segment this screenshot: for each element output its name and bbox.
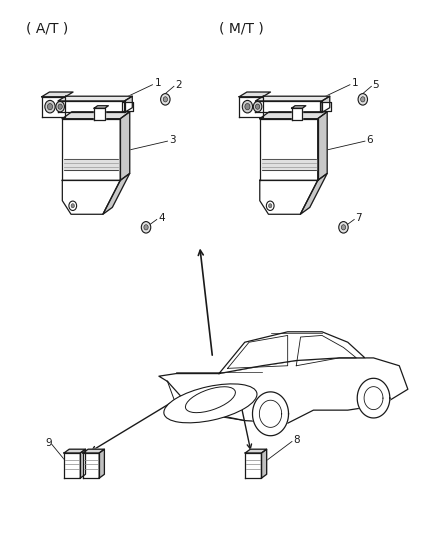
Polygon shape — [259, 400, 282, 427]
Circle shape — [339, 222, 348, 233]
Polygon shape — [260, 119, 318, 180]
Polygon shape — [255, 96, 330, 101]
Circle shape — [268, 204, 272, 208]
Text: ( M/T ): ( M/T ) — [219, 22, 264, 36]
Circle shape — [341, 225, 346, 230]
Circle shape — [71, 204, 74, 208]
Polygon shape — [64, 449, 85, 453]
Polygon shape — [252, 392, 289, 436]
Polygon shape — [62, 119, 120, 180]
Polygon shape — [94, 108, 105, 120]
Text: 3: 3 — [169, 135, 175, 145]
Text: 1: 1 — [155, 78, 161, 88]
Polygon shape — [120, 112, 130, 180]
Polygon shape — [62, 180, 120, 214]
Circle shape — [69, 201, 77, 211]
Polygon shape — [320, 102, 331, 111]
Text: 7: 7 — [356, 213, 362, 223]
Polygon shape — [58, 96, 132, 101]
Circle shape — [144, 225, 148, 230]
Text: 6: 6 — [366, 135, 373, 145]
Polygon shape — [260, 112, 327, 119]
Polygon shape — [159, 358, 408, 423]
Circle shape — [47, 103, 53, 110]
Polygon shape — [80, 449, 85, 478]
Circle shape — [360, 97, 365, 102]
Text: 1: 1 — [352, 78, 359, 88]
Polygon shape — [122, 102, 133, 111]
Circle shape — [358, 94, 367, 105]
Text: 5: 5 — [373, 80, 379, 90]
Polygon shape — [260, 180, 318, 214]
Polygon shape — [292, 106, 306, 108]
Polygon shape — [62, 112, 130, 119]
Polygon shape — [124, 96, 132, 112]
Polygon shape — [292, 108, 302, 120]
Circle shape — [255, 104, 260, 109]
Polygon shape — [64, 453, 80, 478]
Circle shape — [253, 101, 262, 112]
Polygon shape — [245, 449, 267, 453]
Polygon shape — [94, 106, 108, 108]
Circle shape — [245, 103, 250, 110]
Text: 9: 9 — [45, 438, 52, 448]
Polygon shape — [318, 112, 327, 180]
Polygon shape — [239, 97, 263, 117]
Ellipse shape — [164, 384, 257, 423]
Text: ( A/T ): ( A/T ) — [26, 22, 68, 36]
Polygon shape — [83, 453, 99, 478]
Polygon shape — [262, 159, 315, 170]
Circle shape — [266, 201, 274, 211]
Circle shape — [141, 222, 151, 233]
Polygon shape — [255, 101, 322, 112]
Polygon shape — [245, 453, 261, 478]
Polygon shape — [103, 173, 130, 214]
Polygon shape — [58, 101, 124, 112]
Polygon shape — [300, 173, 327, 214]
Polygon shape — [261, 449, 267, 478]
Polygon shape — [99, 449, 104, 478]
Polygon shape — [64, 159, 118, 170]
Circle shape — [56, 101, 64, 112]
Circle shape — [163, 97, 167, 102]
Polygon shape — [83, 449, 104, 453]
Polygon shape — [42, 97, 65, 117]
Circle shape — [58, 104, 62, 109]
Circle shape — [161, 94, 170, 105]
Polygon shape — [219, 332, 365, 374]
Text: 4: 4 — [158, 213, 165, 223]
Ellipse shape — [185, 387, 235, 413]
Polygon shape — [42, 92, 73, 97]
Circle shape — [45, 100, 55, 113]
Polygon shape — [239, 92, 271, 97]
Polygon shape — [322, 96, 330, 112]
Text: 8: 8 — [293, 435, 300, 446]
Polygon shape — [357, 378, 390, 418]
Polygon shape — [364, 386, 383, 410]
Text: 2: 2 — [175, 80, 182, 90]
Circle shape — [242, 100, 253, 113]
